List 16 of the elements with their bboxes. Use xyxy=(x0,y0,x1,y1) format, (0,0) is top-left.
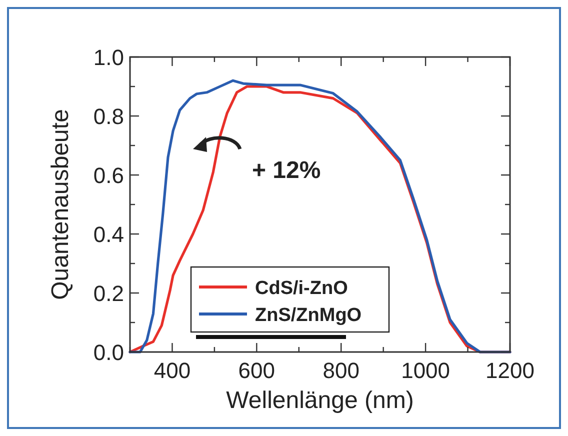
x-tick-label: 800 xyxy=(322,358,360,383)
y-axis-title: Quantenausbeute xyxy=(47,109,74,300)
legend-label: CdS/i-ZnO xyxy=(255,278,348,299)
y-tick-label: 1.0 xyxy=(93,45,124,70)
legend-label: ZnS/ZnMgO xyxy=(255,305,362,326)
y-tick-label: 0.6 xyxy=(93,163,124,188)
y-tick-label: 0.2 xyxy=(93,281,124,306)
y-tick-label: 0.0 xyxy=(93,340,124,365)
x-tick-label: 1000 xyxy=(401,358,450,383)
y-tick-label: 0.8 xyxy=(93,104,124,129)
x-tick-label: 1200 xyxy=(486,358,534,383)
x-tick-label: 400 xyxy=(154,358,191,383)
x-axis-title: Wellenlänge (nm) xyxy=(226,387,414,414)
y-tick-label: 0.4 xyxy=(93,222,124,247)
annotation: + 12% xyxy=(252,157,321,184)
x-tick-label: 600 xyxy=(238,358,276,383)
